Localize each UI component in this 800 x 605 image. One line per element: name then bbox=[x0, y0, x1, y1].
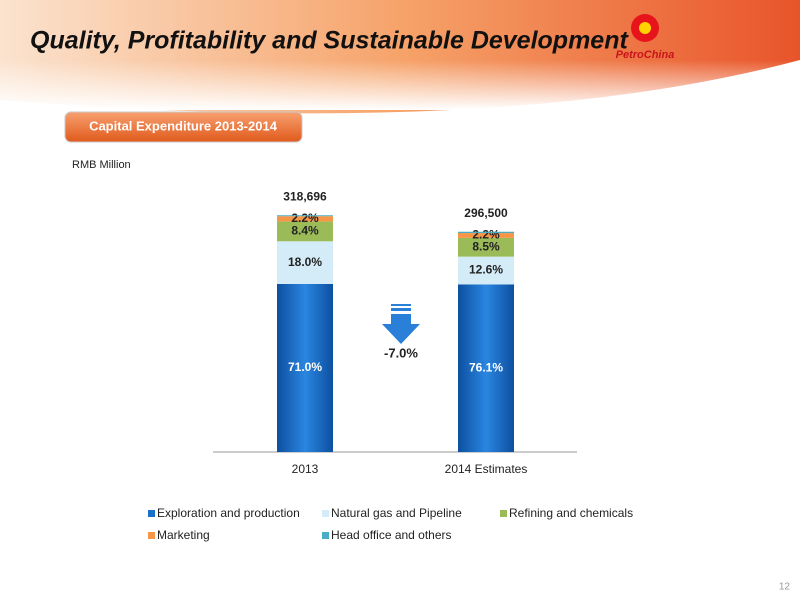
bar-segment bbox=[277, 241, 333, 284]
legend-label: Natural gas and Pipeline bbox=[331, 506, 462, 520]
bar-segment bbox=[458, 231, 514, 234]
legend-label: Marketing bbox=[157, 528, 210, 542]
bar-segment bbox=[458, 237, 514, 257]
legend-swatch bbox=[148, 532, 155, 539]
badge-text: Capital Expenditure 2013-2014 bbox=[89, 118, 278, 133]
value-label: 71.0% bbox=[288, 360, 322, 374]
x-tick-label: 2014 Estimates bbox=[445, 462, 528, 476]
total-label: 318,696 bbox=[283, 189, 327, 203]
value-label: 18.0% bbox=[288, 255, 322, 269]
logo-core bbox=[639, 22, 651, 34]
bar-segment bbox=[458, 256, 514, 285]
bar-segment bbox=[277, 215, 333, 217]
logo-text: PetroChina bbox=[616, 49, 675, 61]
value-label: 8.4% bbox=[291, 224, 319, 238]
bar-segment bbox=[277, 216, 333, 222]
title: Quality, Profitability and Sustainable D… bbox=[30, 27, 629, 55]
badge bbox=[64, 111, 303, 143]
value-label: 2.2% bbox=[472, 228, 500, 242]
value-label: 76.1% bbox=[469, 360, 503, 374]
legend-label: Refining and chemicals bbox=[509, 506, 633, 520]
arrow bbox=[382, 304, 420, 344]
legend-swatch bbox=[500, 510, 507, 517]
legend-swatch bbox=[148, 510, 155, 517]
arrow-shape bbox=[382, 314, 420, 344]
bar-segment bbox=[277, 283, 333, 452]
unit-label: RMB Million bbox=[72, 159, 131, 171]
total-label: 296,500 bbox=[464, 206, 508, 220]
arrow-stripe bbox=[391, 308, 411, 311]
logo: PetroChina bbox=[616, 14, 675, 61]
legend-label: Exploration and production bbox=[157, 506, 300, 520]
legend-swatch bbox=[322, 532, 329, 539]
arrow-stripe bbox=[391, 304, 411, 306]
bar-segment bbox=[458, 284, 514, 452]
x-tick-label: 2013 bbox=[292, 462, 319, 476]
page-number: 12 bbox=[779, 582, 791, 593]
annotation: -7.0% bbox=[384, 345, 418, 360]
value-label: 2.2% bbox=[291, 211, 319, 225]
bar-segment bbox=[458, 233, 514, 238]
legend-swatch bbox=[322, 510, 329, 517]
header-fade bbox=[0, 60, 800, 110]
legend-label: Head office and others bbox=[331, 528, 452, 542]
bar-segment bbox=[277, 221, 333, 242]
value-label: 8.5% bbox=[472, 239, 500, 253]
value-label: 12.6% bbox=[469, 263, 503, 277]
